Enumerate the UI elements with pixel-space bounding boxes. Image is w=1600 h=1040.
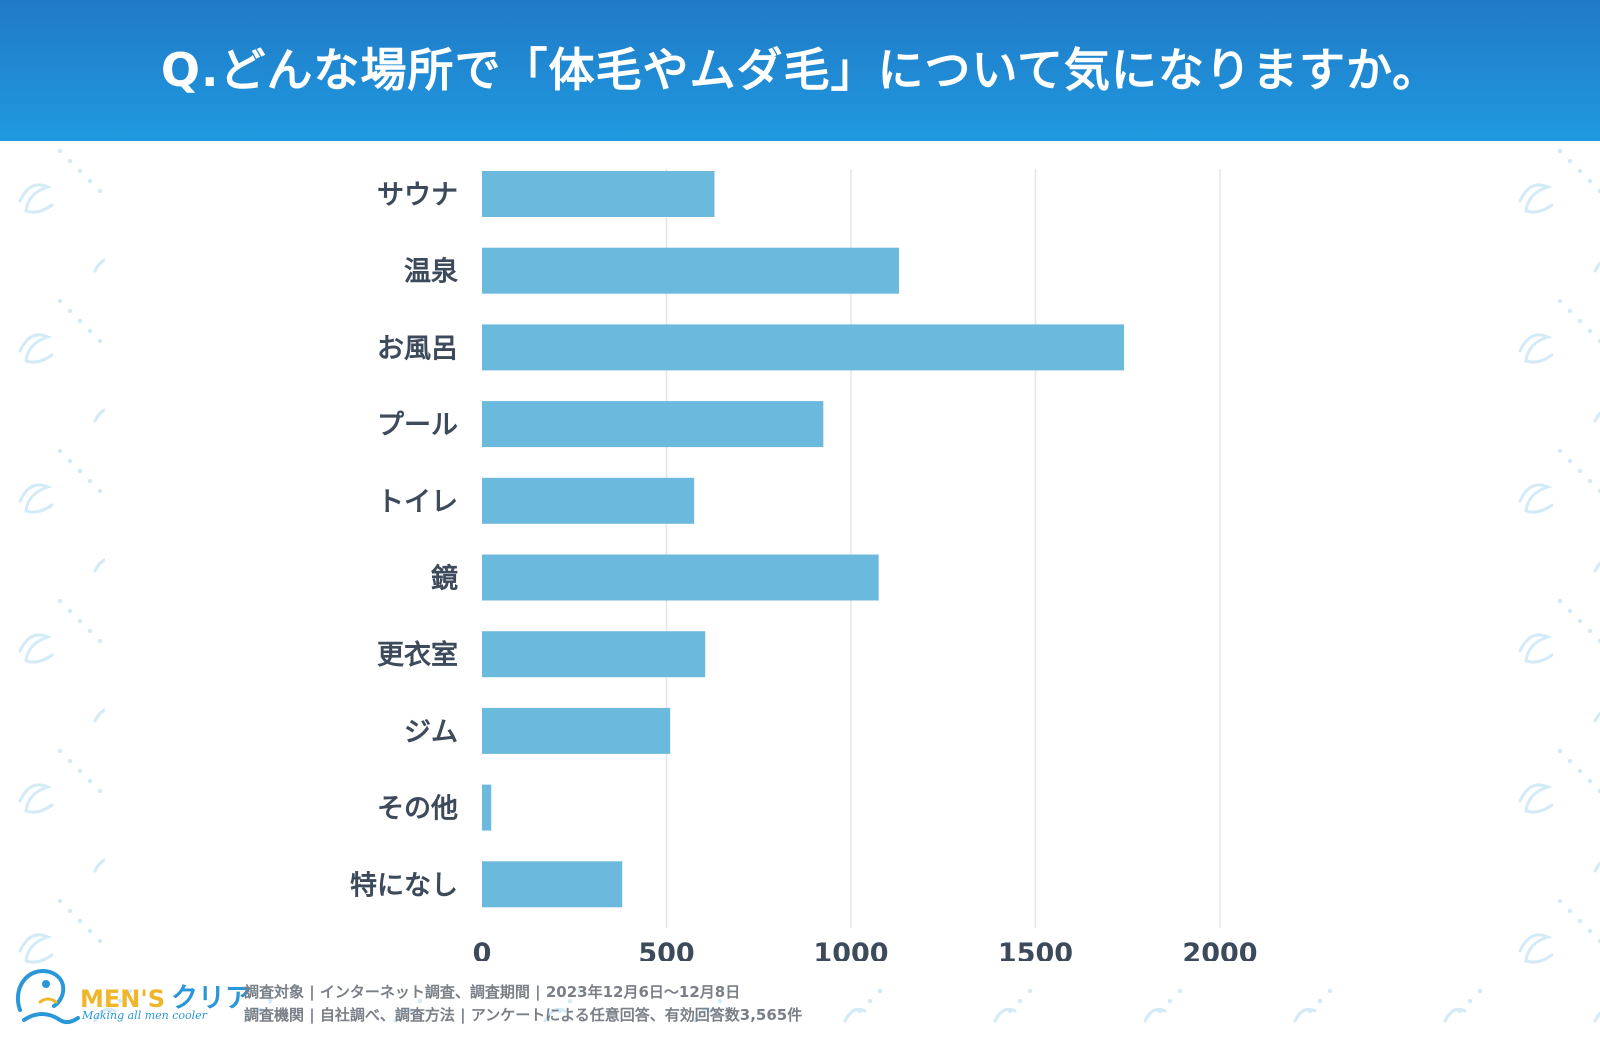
x-tick-label-0: 0: [473, 938, 492, 961]
category-label-2: お風呂: [377, 333, 458, 364]
category-label-6: 更衣室: [377, 639, 458, 671]
category-label-8: その他: [377, 794, 458, 825]
brand-logo-icon: [16, 969, 80, 1025]
bar-5: [482, 554, 879, 601]
bar-8: [482, 784, 492, 831]
survey-info-line-1: 調査対象 | インターネット調査、調査期間 | 2023年12月6日〜12月8日: [244, 983, 741, 1001]
category-label-9: 特になし: [350, 870, 458, 901]
category-label-5: 鏡: [431, 563, 458, 595]
bar-7: [482, 707, 671, 754]
bar-6: [482, 631, 706, 678]
brand-kana: クリア: [171, 983, 252, 1014]
bar-4: [482, 477, 695, 524]
category-label-4: トイレ: [377, 487, 458, 518]
bar-3: [482, 401, 824, 448]
bar-9: [482, 861, 623, 908]
bar-2: [482, 324, 1125, 371]
x-tick-label-2000: 2000: [1182, 938, 1257, 961]
brand-name: MEN'S クリア: [80, 976, 252, 1015]
category-label-1: 温泉: [404, 256, 459, 288]
bar-1: [482, 247, 899, 294]
brand-tagline: Making all men cooler: [82, 1009, 207, 1022]
survey-info-line-2: 調査機関 | 自社調べ、調査方法 | アンケートによる任意回答、有効回答数3,5…: [244, 1006, 803, 1024]
brand-latin: MEN'S: [80, 985, 165, 1013]
x-tick-label-500: 500: [638, 938, 694, 961]
category-label-3: プール: [377, 410, 458, 441]
x-tick-label-1500: 1500: [998, 938, 1073, 961]
category-label-0: サウナ: [377, 180, 458, 211]
page-title: Q.どんな場所で「体毛やムダ毛」について気になりますか。: [160, 43, 1440, 97]
bar-0: [482, 171, 715, 217]
category-label-7: ジム: [404, 717, 458, 748]
header-banner: Q.どんな場所で「体毛やムダ毛」について気になりますか。: [0, 0, 1600, 141]
x-tick-label-1000: 1000: [813, 938, 888, 961]
